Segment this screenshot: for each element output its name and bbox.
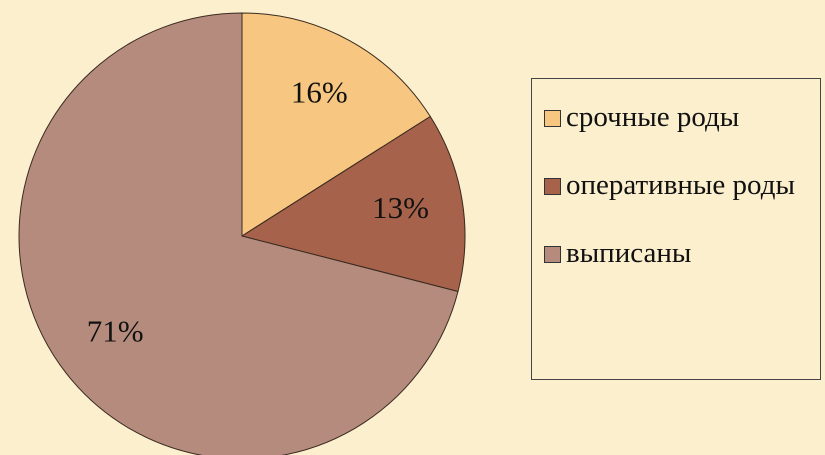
- data-label: 13%: [372, 190, 429, 225]
- legend-label: оперативные роды: [566, 169, 795, 201]
- pie-slice: [240, 115, 466, 293]
- legend-swatch: [544, 178, 561, 195]
- legend-swatch: [544, 110, 561, 127]
- legend-item: выписаны: [544, 237, 820, 269]
- pie-slice: [18, 12, 459, 455]
- legend-label: срочные роды: [566, 101, 740, 133]
- legend-item: оперативные роды: [544, 169, 820, 201]
- legend-item: срочные роды: [544, 101, 820, 133]
- legend-swatch: [544, 246, 561, 263]
- pie-slice: [241, 12, 431, 237]
- data-label: 16%: [291, 74, 348, 109]
- legend: срочные роды оперативные роды выписаны: [531, 78, 821, 380]
- data-label: 71%: [87, 314, 144, 349]
- legend-label: выписаны: [566, 237, 692, 269]
